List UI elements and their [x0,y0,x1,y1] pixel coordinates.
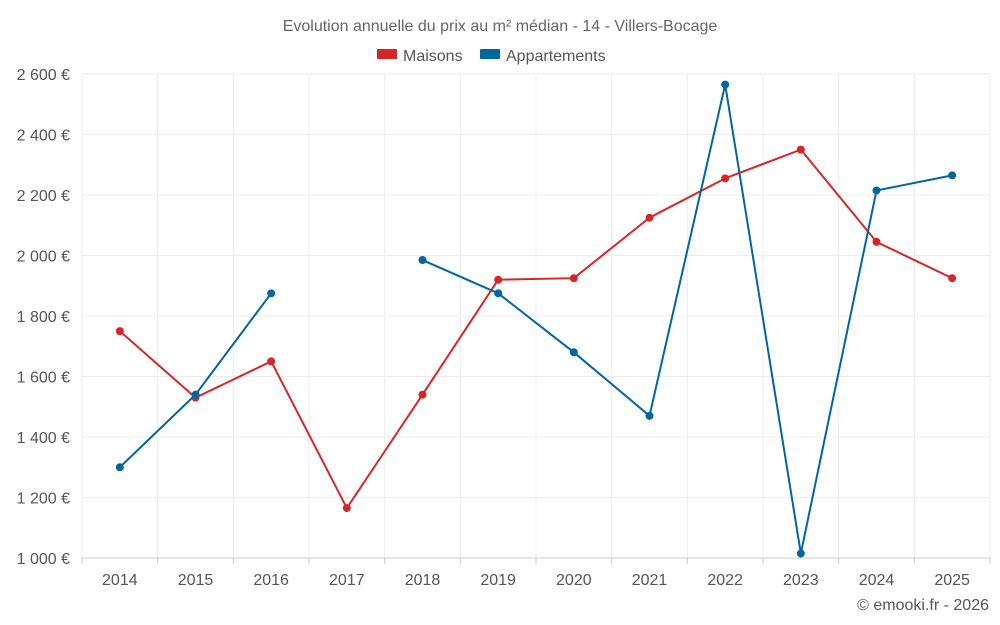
data-point-maisons-2024[interactable] [872,237,881,246]
data-point-maisons-2019[interactable] [494,275,503,284]
x-tick-label: 2020 [556,572,592,589]
legend-swatch-maisons [377,49,397,59]
data-point-maisons-2023[interactable] [796,145,805,154]
y-tick-label: 2 600 € [17,67,70,84]
credit-text: © emooki.fr - 2026 [857,597,989,614]
data-point-maisons-2022[interactable] [721,174,730,183]
data-point-maisons-2014[interactable] [115,327,124,336]
y-tick-label: 2 400 € [17,128,70,145]
series-line-appartementes [422,83,953,555]
x-tick-label: 2022 [707,572,743,589]
data-point-maisons-2025[interactable] [948,274,957,283]
x-tick-label: 2023 [783,572,819,589]
x-tick-label: 2021 [632,572,668,589]
data-point-maisons-2021[interactable] [645,213,654,222]
y-tick-label: 1 400 € [17,430,70,447]
x-tick-label: 2014 [102,572,138,589]
data-point-appartementes-2020[interactable] [569,348,578,357]
y-tick-label: 1 200 € [17,491,70,508]
data-point-maisons-2016[interactable] [267,357,276,366]
data-point-appartementes-2014[interactable] [115,463,124,472]
series-layer [115,80,957,558]
x-tick-label: 2018 [405,572,441,589]
data-point-appartementes-2019[interactable] [494,289,503,298]
y-tick-label: 2 200 € [17,188,70,205]
legend-item-appartements[interactable]: Appartements [480,48,606,65]
data-point-appartementes-2023[interactable] [796,549,805,558]
data-point-appartementes-2022[interactable] [721,80,730,89]
data-point-maisons-2018[interactable] [418,390,427,399]
x-tick-label: 2019 [480,572,516,589]
y-tick-label: 1 800 € [17,309,70,326]
y-tick-label: 1 000 € [17,551,70,568]
data-point-appartementes-2018[interactable] [418,256,427,265]
x-tick-label: 2015 [178,572,214,589]
grid [81,73,991,558]
x-tick-label: 2017 [329,572,365,589]
data-point-appartementes-2016[interactable] [267,289,276,298]
legend-label-appartements: Appartements [506,48,606,65]
x-tick-label: 2025 [934,572,970,589]
data-point-appartementes-2021[interactable] [645,411,654,420]
chart-title: Evolution annuelle du prix au m² médian … [283,18,718,35]
data-point-maisons-2020[interactable] [569,274,578,283]
series-line-appartementes [119,292,272,468]
x-axis-ticks: 2014 2015 2016 2017 2018 2019 2020 2021 2022 2023… [81,558,991,589]
x-tick-label: 2024 [859,572,895,589]
data-point-appartementes-2025[interactable] [948,171,957,180]
data-point-appartementes-2015[interactable] [191,390,200,399]
data-point-appartementes-2024[interactable] [872,186,881,195]
series-line-maisons [119,148,953,510]
y-tick-label: 2 000 € [17,249,70,266]
x-tick-label: 2016 [253,572,289,589]
legend-item-maisons[interactable]: Maisons [377,48,463,65]
data-point-maisons-2017[interactable] [342,504,351,513]
legend-swatch-appartements [480,49,500,59]
legend: Maisons Appartements [377,48,606,65]
legend-label-maisons: Maisons [403,48,463,65]
y-tick-label: 1 600 € [17,370,70,387]
y-axis-ticks: 1 000 € 1 200 € 1 400 € 1 600 € 1 800 € 2 000… [17,67,70,568]
